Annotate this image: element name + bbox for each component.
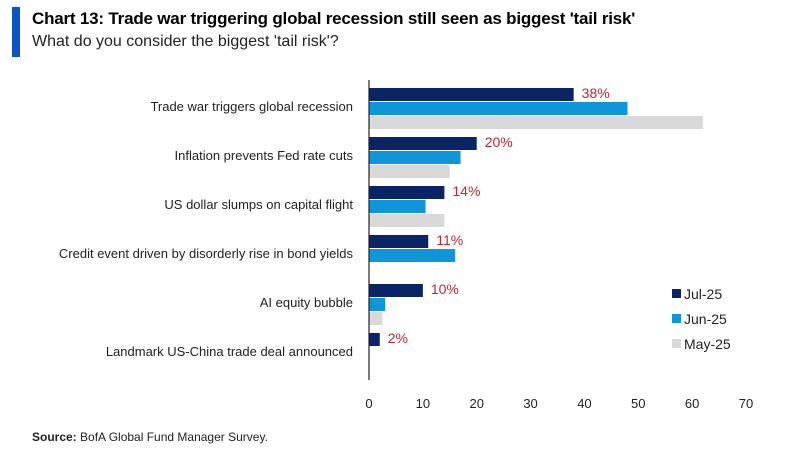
legend-label: Jul-25 — [684, 286, 722, 302]
data-label: 20% — [485, 134, 513, 150]
source-note: Source: BofA Global Fund Manager Survey. — [32, 430, 268, 444]
bar-jul-25-0 — [369, 88, 574, 101]
data-label: 11% — [436, 232, 463, 248]
source-text: BofA Global Fund Manager Survey. — [76, 430, 268, 444]
category-label: Credit event driven by disorderly rise i… — [59, 246, 354, 261]
x-tick-label: 60 — [685, 396, 699, 411]
bar-may-25-4 — [369, 312, 383, 325]
data-label: 10% — [431, 281, 459, 297]
chart-title: Chart 13: Trade war triggering global re… — [32, 9, 636, 28]
bar-jun-25-2 — [369, 200, 426, 213]
bar-jul-25-2 — [369, 186, 445, 199]
bar-may-25-0 — [369, 116, 703, 129]
legend-label: Jun-25 — [684, 311, 727, 327]
bar-jun-25-4 — [369, 298, 386, 311]
bar-jul-25-5 — [369, 333, 380, 346]
title-accent-bar — [12, 7, 20, 57]
x-tick-label: 50 — [631, 396, 645, 411]
bar-jun-25-0 — [369, 102, 628, 115]
legend-label: May-25 — [684, 336, 731, 352]
data-label: 14% — [452, 183, 480, 199]
source-label: Source: — [32, 430, 77, 444]
x-tick-label: 20 — [469, 396, 483, 411]
data-label: 38% — [582, 85, 610, 101]
category-label: AI equity bubble — [260, 295, 353, 310]
legend-swatch-jul-25 — [672, 289, 681, 298]
legend-swatch-may-25 — [672, 339, 681, 348]
chart-subtitle: What do you consider the biggest 'tail r… — [32, 33, 339, 50]
x-tick-label: 70 — [739, 396, 753, 411]
x-tick-label: 0 — [365, 396, 372, 411]
bar-jul-25-1 — [369, 137, 477, 150]
bar-may-25-1 — [369, 165, 450, 178]
category-label: Inflation prevents Fed rate cuts — [175, 148, 354, 163]
x-tick-label: 40 — [577, 396, 591, 411]
bar-jun-25-1 — [369, 151, 461, 164]
category-label: Landmark US-China trade deal announced — [106, 344, 353, 359]
x-tick-label: 30 — [523, 396, 537, 411]
category-label: Trade war triggers global recession — [150, 99, 353, 114]
legend-swatch-jun-25 — [672, 314, 681, 323]
bar-may-25-2 — [369, 214, 445, 227]
x-tick-label: 10 — [416, 396, 430, 411]
data-label: 2% — [388, 330, 408, 346]
bar-jul-25-4 — [369, 284, 423, 297]
bar-jun-25-3 — [369, 249, 456, 262]
category-label: US dollar slumps on capital flight — [164, 197, 353, 212]
bar-jul-25-3 — [369, 235, 429, 248]
